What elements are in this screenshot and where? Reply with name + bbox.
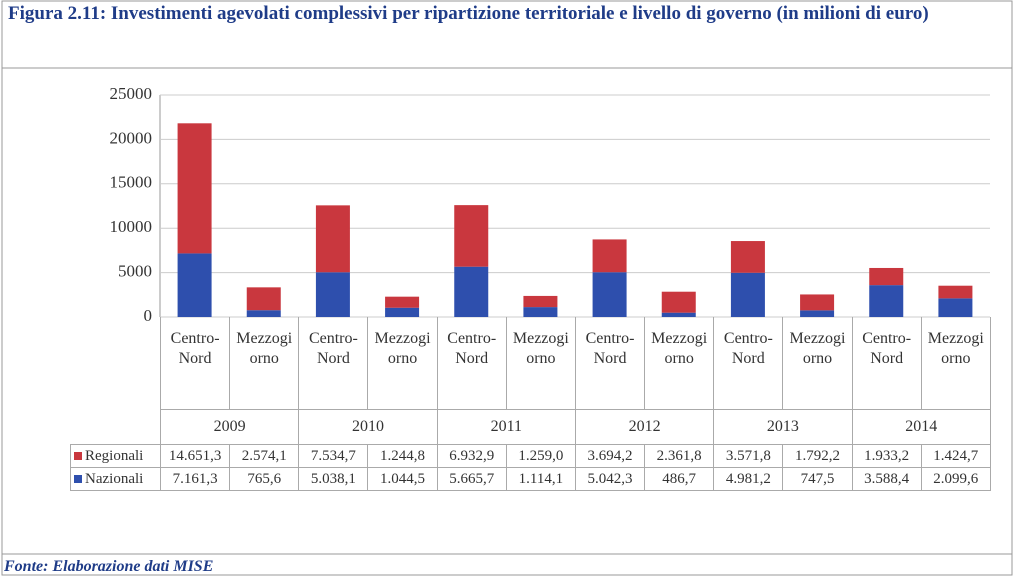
- y-tick-label: 15000: [110, 173, 153, 192]
- value-cell: 3.694,2: [574, 444, 646, 468]
- y-tick-label: 25000: [110, 84, 153, 103]
- bar-segment: [385, 296, 420, 308]
- value-cell: 1.792,2: [782, 444, 853, 468]
- value-cell: 1.424,7: [920, 444, 991, 468]
- bar-segment: [315, 272, 350, 317]
- bar-segment: [246, 310, 281, 317]
- bar-segment: [938, 285, 973, 299]
- value-cell: 765,6: [229, 467, 300, 491]
- bar-segment: [800, 294, 835, 311]
- category-label: Centro- Nord: [851, 317, 922, 410]
- group-label: 2014: [851, 409, 991, 445]
- legend-entry: Nazionali: [70, 467, 161, 491]
- value-cell: 1.259,0: [505, 444, 576, 468]
- y-tick-label: 5000: [118, 262, 152, 281]
- blank-cell: [71, 317, 161, 410]
- bar-segment: [177, 123, 212, 254]
- bar-segment: [800, 310, 835, 317]
- bar-segment: [523, 307, 558, 317]
- value-cell: 6.932,9: [436, 444, 507, 468]
- value-cell: 2.361,8: [644, 444, 715, 468]
- value-cell: 1.114,1: [505, 467, 576, 491]
- category-label: Mezzogi orno: [505, 317, 576, 410]
- value-cell: 2.099,6: [920, 467, 991, 491]
- category-label: Centro- Nord: [713, 317, 784, 410]
- bar-segment: [315, 205, 350, 273]
- category-label: Mezzogi orno: [782, 317, 853, 410]
- value-cell: 7.161,3: [159, 467, 231, 491]
- legend-entry: Regionali: [70, 444, 161, 468]
- chart-title: Figura 2.11: Investimenti agevolati comp…: [8, 3, 929, 24]
- group-label: 2011: [436, 409, 576, 445]
- bar-segment: [592, 272, 627, 317]
- bar-segment: [454, 266, 489, 317]
- value-cell: 3.588,4: [851, 467, 922, 491]
- value-cell: 747,5: [782, 467, 853, 491]
- group-label: 2012: [574, 409, 715, 445]
- value-cell: 3.571,8: [713, 444, 784, 468]
- bar-segment: [246, 287, 281, 311]
- y-tick-label: 10000: [110, 217, 153, 236]
- category-label: Centro- Nord: [298, 317, 369, 410]
- group-label: 2009: [159, 409, 300, 445]
- bar-segment: [592, 239, 627, 273]
- category-label: Centro- Nord: [436, 317, 507, 410]
- category-label: Mezzogi orno: [367, 317, 438, 410]
- value-cell: 1.044,5: [367, 467, 438, 491]
- data-table: Centro- Nord Mezzogi orno Centro- Nord Mezz…: [70, 317, 991, 491]
- legend-swatch: [74, 451, 82, 460]
- bar-segment: [869, 267, 904, 286]
- y-tick-label: 20000: [110, 128, 153, 147]
- value-cell: 486,7: [644, 467, 715, 491]
- bar-segment: [177, 253, 212, 317]
- legend-label: Nazionali: [85, 470, 144, 487]
- bar-segment: [730, 241, 765, 273]
- bar-segment: [661, 312, 696, 317]
- bar-segment: [454, 205, 489, 267]
- value-cell: 1.244,8: [367, 444, 438, 468]
- bar-segment: [730, 272, 765, 317]
- blank-cell: [71, 410, 161, 445]
- source: Fonte: Elaborazione dati MISE: [4, 558, 214, 575]
- bar-segment: [869, 285, 904, 317]
- group-label: 2013: [713, 409, 853, 445]
- value-cell: 5.665,7: [436, 467, 507, 491]
- value-cell: 5.038,1: [298, 467, 369, 491]
- value-cell: 2.574,1: [229, 444, 300, 468]
- bar-segment: [385, 307, 420, 317]
- group-label: 2010: [298, 409, 438, 445]
- category-label: Mezzogi orno: [229, 317, 300, 410]
- category-label: Centro- Nord: [574, 317, 646, 410]
- legend-swatch: [74, 474, 82, 483]
- value-cell: 7.534,7: [298, 444, 369, 468]
- y-tick-label: 0: [144, 306, 153, 325]
- bar-segment: [938, 298, 973, 317]
- value-cell: 1.933,2: [851, 444, 922, 468]
- bar-segment: [661, 291, 696, 313]
- bar-segment: [523, 295, 558, 308]
- category-label: Mezzogi orno: [644, 317, 715, 410]
- category-label: Mezzogi orno: [920, 317, 991, 410]
- legend-label: Regionali: [85, 447, 144, 464]
- value-cell: 4.981,2: [713, 467, 784, 491]
- category-label: Centro- Nord: [159, 317, 231, 410]
- value-cell: 5.042,3: [574, 467, 646, 491]
- value-cell: 14.651,3: [159, 444, 231, 468]
